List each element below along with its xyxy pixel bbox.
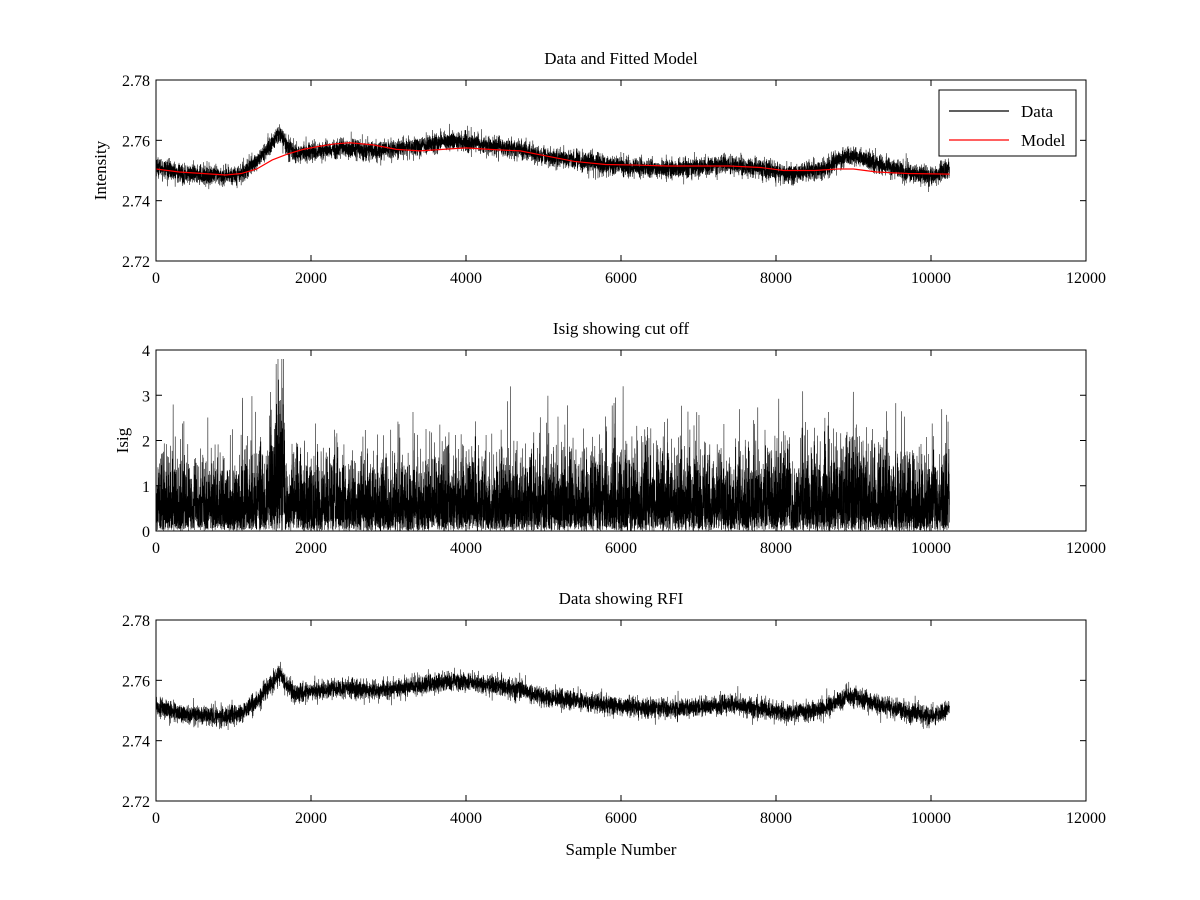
legend-box (938, 89, 1077, 157)
y-tick-label: 2.72 (122, 254, 150, 271)
model-line (156, 142, 950, 176)
y-tick-label: 2.78 (122, 613, 150, 630)
chart-title: Data and Fitted Model (544, 49, 698, 68)
y-tick-label: 2.74 (122, 194, 150, 211)
x-tick-label: 12000 (1066, 270, 1106, 287)
y-tick-label: 2.76 (122, 133, 150, 150)
x-tick-label: 4000 (450, 540, 482, 557)
y-tick-label: 1 (142, 479, 150, 496)
x-tick-label: 6000 (605, 810, 637, 827)
chart-title: Data showing RFI (559, 589, 684, 608)
y-tick-label: 2.78 (122, 73, 150, 90)
x-tick-label: 10000 (911, 540, 951, 557)
x-tick-label: 6000 (605, 540, 637, 557)
x-tick-label: 2000 (295, 810, 327, 827)
y-axis-label: Isig (113, 427, 132, 453)
y-tick-label: 2 (142, 434, 150, 451)
series-line-1 (156, 661, 950, 730)
x-tick-label: 6000 (605, 270, 637, 287)
y-tick-label: 2.76 (122, 673, 150, 690)
series-line-1 (156, 123, 950, 193)
y-axis-label: Intensity (91, 140, 110, 200)
series-line-1 (156, 359, 950, 531)
legend-label: Data (1021, 102, 1054, 121)
x-tick-label: 4000 (450, 270, 482, 287)
x-tick-label: 10000 (911, 810, 951, 827)
x-tick-label: 0 (152, 270, 160, 287)
y-tick-label: 4 (142, 343, 150, 360)
x-tick-label: 8000 (760, 810, 792, 827)
y-tick-label: 3 (142, 388, 150, 405)
x-tick-label: 0 (152, 540, 160, 557)
x-tick-label: 2000 (295, 540, 327, 557)
legend-label: Model (1021, 131, 1066, 150)
y-tick-label: 2.74 (122, 734, 150, 751)
x-tick-label: 12000 (1066, 540, 1106, 557)
x-tick-label: 2000 (295, 270, 327, 287)
chart-title: Isig showing cut off (553, 319, 689, 338)
chart-panel-3: 0 2000 4000 6000 8000 10000 12000 2.72 2.74 2.76 2… (122, 589, 1106, 859)
x-tick-label: 10000 (911, 270, 951, 287)
legend: Data Model (938, 89, 1077, 157)
x-tick-label: 12000 (1066, 810, 1106, 827)
x-tick-label: 0 (152, 810, 160, 827)
x-tick-label: 4000 (450, 810, 482, 827)
chart-panel-2: 0 2000 4000 6000 8000 10000 12000 0 1 2 3 4 Isig sho… (113, 319, 1106, 557)
y-tick-label: 0 (142, 524, 150, 541)
x-tick-label: 8000 (760, 270, 792, 287)
x-tick-label: 8000 (760, 540, 792, 557)
chart-panel-1: 0 2000 4000 6000 8000 10000 12000 2.72 2.74 2.76 2… (91, 49, 1106, 287)
y-tick-label: 2.72 (122, 794, 150, 811)
x-axis-label: Sample Number (566, 840, 677, 859)
